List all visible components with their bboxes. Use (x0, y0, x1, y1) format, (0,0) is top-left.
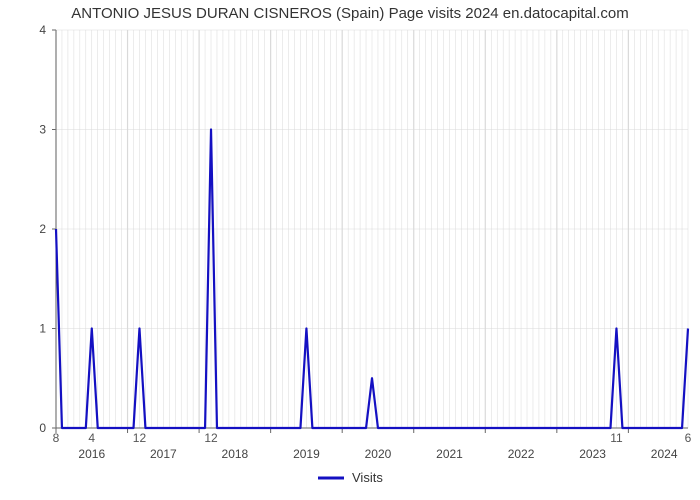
x-year-label: 2020 (365, 447, 392, 461)
y-tick-label: 0 (39, 421, 46, 435)
x-year-label: 2018 (222, 447, 249, 461)
bar-count-label: 12 (133, 431, 147, 445)
x-year-label: 2019 (293, 447, 320, 461)
x-year-label: 2024 (651, 447, 678, 461)
bar-count-label: 8 (53, 431, 60, 445)
visits-line-chart: ANTONIO JESUS DURAN CISNEROS (Spain) Pag… (0, 0, 700, 500)
chart-title: ANTONIO JESUS DURAN CISNEROS (Spain) Pag… (71, 5, 628, 22)
bar-count-label: 12 (204, 431, 218, 445)
bar-count-label: 6 (685, 431, 692, 445)
y-tick-label: 3 (39, 123, 46, 137)
x-year-label: 2022 (508, 447, 535, 461)
y-tick-label: 1 (39, 322, 46, 336)
x-year-label: 2021 (436, 447, 463, 461)
bar-count-label: 11 (610, 431, 623, 445)
x-year-label: 2016 (78, 447, 105, 461)
y-tick-label: 2 (39, 222, 46, 236)
x-year-label: 2017 (150, 447, 177, 461)
y-tick-label: 4 (39, 23, 46, 37)
legend-label: Visits (352, 470, 383, 485)
bar-count-label: 4 (88, 431, 95, 445)
plot-bg (0, 0, 700, 500)
x-year-label: 2023 (579, 447, 606, 461)
